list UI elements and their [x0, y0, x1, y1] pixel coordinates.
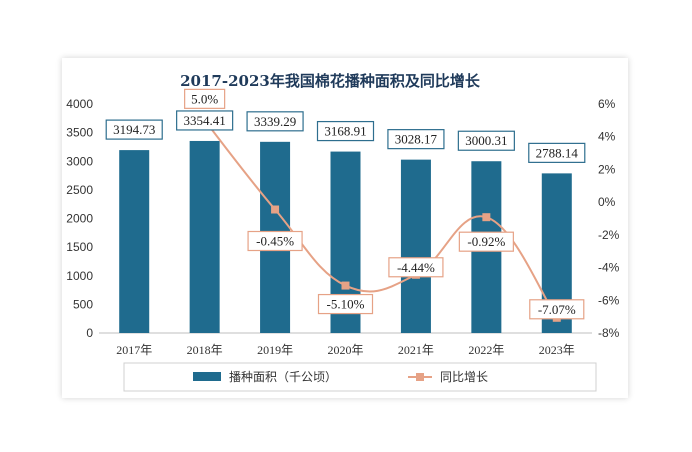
bar-data-label: 3168.91 — [324, 124, 366, 139]
x-tick-label: 2021年 — [398, 343, 434, 357]
line-label-box — [184, 88, 226, 109]
bar-data-label: 3000.31 — [465, 133, 507, 148]
left-tick-label: 0 — [86, 326, 93, 340]
legend-line-label: 同比增长 — [440, 370, 488, 384]
left-tick-label: 500 — [73, 297, 93, 311]
bar-label-box — [176, 110, 234, 131]
right-tick-label: 0% — [598, 195, 616, 209]
bar-data-labels: 3194.73 3354.41 3339.29 3168.91 3028.17 3000.… — [105, 110, 586, 163]
right-axis: -8% -6% -4% -2% 0% 2% 4% 6% — [598, 97, 620, 340]
bar-data-label: 3339.29 — [254, 114, 296, 129]
line-data-label: -0.45% — [256, 234, 294, 249]
bar-data-label: 3194.73 — [113, 122, 155, 137]
line-data-label: -7.07% — [538, 302, 576, 317]
right-tick-label: 4% — [598, 130, 616, 144]
x-tick-label: 2018年 — [187, 343, 223, 357]
left-tick-label: 3000 — [66, 154, 93, 168]
line-label-box — [458, 231, 514, 252]
growth-marker — [341, 281, 350, 290]
right-tick-label: 2% — [598, 162, 616, 176]
right-tick-label: -4% — [598, 261, 620, 275]
x-tick-label: 2022年 — [468, 343, 504, 357]
bar-label-box — [387, 129, 445, 150]
left-tick-label: 4000 — [66, 97, 93, 111]
line-label-box — [247, 230, 303, 252]
right-tick-label: -6% — [598, 293, 620, 307]
line-label-box — [317, 293, 374, 315]
x-tick-label: 2017年 — [116, 343, 152, 357]
right-tick-label: 6% — [598, 97, 616, 111]
bar-label-box — [528, 142, 586, 163]
x-tick-label: 2020年 — [327, 343, 363, 357]
line-data-label: -0.92% — [467, 234, 505, 249]
bar-data-label: 3028.17 — [395, 132, 438, 147]
growth-marker — [271, 205, 280, 214]
line-data-label: -4.44% — [397, 260, 435, 275]
growth-line — [203, 119, 558, 319]
left-tick-label: 2500 — [66, 183, 93, 197]
left-tick-label: 2000 — [66, 212, 93, 226]
legend-bar-swatch — [193, 372, 221, 381]
bar — [119, 150, 150, 333]
line-data-label: 5.0% — [191, 91, 218, 106]
left-axis: 0 500 1000 1500 2000 2500 3000 3500 4000 — [66, 97, 93, 340]
left-tick-label: 3500 — [66, 126, 93, 140]
legend: 播种面积（千公顷） 同比增长 — [123, 362, 597, 392]
line-label-box — [388, 257, 444, 278]
bar-label-box — [246, 111, 304, 132]
left-tick-label: 1000 — [66, 269, 93, 283]
bar — [189, 140, 220, 333]
bar-label-box — [105, 119, 163, 140]
bar-label-box — [316, 120, 375, 142]
legend-bar-label: 播种面积（千公顷） — [229, 370, 337, 384]
chart-title: 2017-2023年我国棉花播种面积及同比增长 — [180, 72, 481, 90]
growth-marker — [482, 213, 491, 222]
line-data-labels: 5.0% -0.45% -5.10% -4.44% -0.92% -7.07% — [184, 88, 585, 320]
right-tick-label: -8% — [598, 326, 620, 340]
bar-data-label: 2788.14 — [536, 145, 579, 160]
x-axis: 2017年 2018年 2019年 2020年 2021年 2022年 2023年 — [116, 343, 575, 357]
x-tick-label: 2019年 — [257, 343, 293, 357]
bar — [400, 159, 431, 333]
right-tick-label: -2% — [598, 228, 620, 242]
left-tick-label: 1500 — [66, 240, 93, 254]
x-tick-label: 2023年 — [539, 343, 575, 357]
bar-data-label: 3354.41 — [184, 113, 226, 128]
line-label-box — [529, 299, 585, 320]
bar-label-box — [457, 130, 515, 151]
legend-line-marker — [416, 373, 424, 381]
line-data-label: -5.10% — [327, 297, 365, 312]
